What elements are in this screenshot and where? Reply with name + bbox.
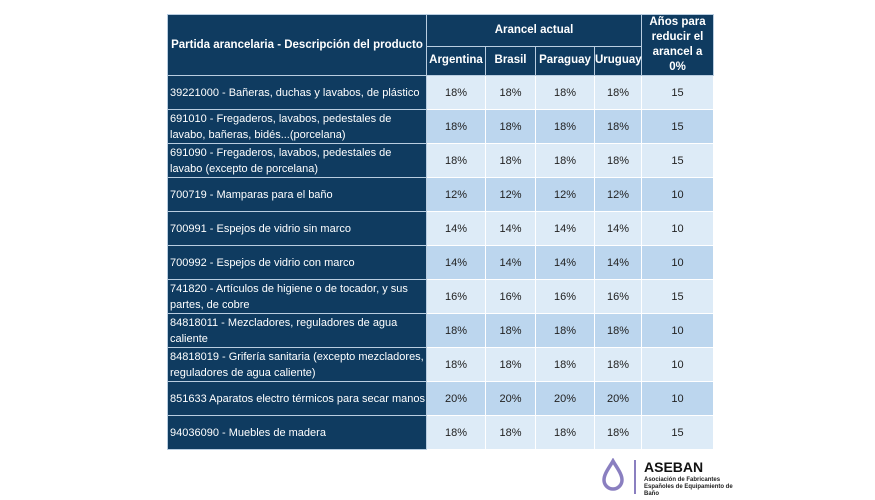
years-to-zero: 15 xyxy=(641,279,714,314)
years-to-zero: 10 xyxy=(641,381,714,416)
years-to-zero: 10 xyxy=(641,313,714,348)
tariff-brasil: 16% xyxy=(485,279,536,314)
tariff-uruguay: 18% xyxy=(594,313,642,348)
tariff-uruguay: 18% xyxy=(594,109,642,144)
tariff-uruguay: 18% xyxy=(594,143,642,178)
years-to-zero: 15 xyxy=(641,109,714,144)
row-description: 94036090 - Muebles de madera xyxy=(167,415,427,450)
header-argentina: Argentina xyxy=(426,45,486,77)
header-paraguay: Paraguay xyxy=(535,45,595,77)
years-to-zero: 15 xyxy=(641,75,714,110)
tariff-uruguay: 18% xyxy=(594,75,642,110)
tariff-brasil: 20% xyxy=(485,381,536,416)
tariff-uruguay: 12% xyxy=(594,177,642,212)
table-row: 700992 - Espejos de vidrio con marco 14% 1… xyxy=(167,245,714,280)
tariff-brasil: 18% xyxy=(485,313,536,348)
row-description: 84818011 - Mezcladores, reguladores de a… xyxy=(167,313,427,348)
row-description: 84818019 - Grifería sanitaria (excepto m… xyxy=(167,347,427,382)
tariff-uruguay: 18% xyxy=(594,347,642,382)
tariff-paraguay: 14% xyxy=(535,211,595,246)
aseban-logo: ASEBAN Asociación de Fabricantes Español… xyxy=(600,458,750,497)
tariff-table: Partida arancelaria - Descripción del pr… xyxy=(167,14,714,450)
tariff-brasil: 18% xyxy=(485,347,536,382)
table-row: 700991 - Espejos de vidrio sin marco 14% 1… xyxy=(167,211,714,246)
row-description: 691010 - Fregaderos, lavabos, pedestales… xyxy=(167,109,427,144)
table-row: 39221000 - Bañeras, duchas y lavabos, de… xyxy=(167,75,714,110)
tariff-brasil: 18% xyxy=(485,143,536,178)
years-to-zero: 15 xyxy=(641,415,714,450)
years-to-zero: 15 xyxy=(641,143,714,178)
years-to-zero: 10 xyxy=(641,211,714,246)
row-description: 700991 - Espejos de vidrio sin marco xyxy=(167,211,427,246)
row-description: 700992 - Espejos de vidrio con marco xyxy=(167,245,427,280)
tariff-argentina: 20% xyxy=(426,381,486,416)
tariff-paraguay: 18% xyxy=(535,415,595,450)
tariff-uruguay: 20% xyxy=(594,381,642,416)
logo-subtitle: Asociación de Fabricantes Españoles de E… xyxy=(644,477,733,497)
table-row: 700719 - Mamparas para el baño 12% 12% 12% 1… xyxy=(167,177,714,212)
tariff-paraguay: 14% xyxy=(535,245,595,280)
tariff-argentina: 18% xyxy=(426,347,486,382)
tariff-paraguay: 12% xyxy=(535,177,595,212)
table-row: 94036090 - Muebles de madera 18% 18% 18% 18%… xyxy=(167,415,714,450)
years-to-zero: 10 xyxy=(641,347,714,382)
tariff-paraguay: 18% xyxy=(535,347,595,382)
header-current-tariff: Arancel actual xyxy=(426,14,642,47)
tariff-argentina: 14% xyxy=(426,211,486,246)
tariff-argentina: 18% xyxy=(426,313,486,348)
row-description: 691090 - Fregaderos, lavabos, pedestales… xyxy=(167,143,427,178)
header-uruguay: Uruguay xyxy=(594,45,642,77)
row-description: 851633 Aparatos electro térmicos para se… xyxy=(167,381,427,416)
table-row: 851633 Aparatos electro térmicos para se… xyxy=(167,381,714,416)
years-to-zero: 10 xyxy=(641,177,714,212)
tariff-uruguay: 14% xyxy=(594,211,642,246)
tariff-argentina: 12% xyxy=(426,177,486,212)
tariff-argentina: 14% xyxy=(426,245,486,280)
table-row: 741820 - Artículos de higiene o de tocad… xyxy=(167,279,714,314)
table-row: 84818019 - Grifería sanitaria (excepto m… xyxy=(167,347,714,382)
table-row: 691010 - Fregaderos, lavabos, pedestales… xyxy=(167,109,714,144)
tariff-brasil: 18% xyxy=(485,415,536,450)
row-description: 700719 - Mamparas para el baño xyxy=(167,177,427,212)
row-description: 741820 - Artículos de higiene o de tocad… xyxy=(167,279,427,314)
tariff-uruguay: 14% xyxy=(594,245,642,280)
tariff-uruguay: 16% xyxy=(594,279,642,314)
tariff-paraguay: 18% xyxy=(535,313,595,348)
row-description: 39221000 - Bañeras, duchas y lavabos, de… xyxy=(167,75,427,110)
tariff-brasil: 18% xyxy=(485,75,536,110)
tariff-paraguay: 16% xyxy=(535,279,595,314)
tariff-argentina: 16% xyxy=(426,279,486,314)
years-to-zero: 10 xyxy=(641,245,714,280)
header-brasil: Brasil xyxy=(485,45,536,77)
logo-name: ASEBAN xyxy=(644,459,704,475)
tariff-paraguay: 18% xyxy=(535,143,595,178)
logo-divider xyxy=(634,460,636,494)
water-drop-icon xyxy=(602,458,624,491)
tariff-paraguay: 18% xyxy=(535,75,595,110)
tariff-brasil: 14% xyxy=(485,211,536,246)
tariff-brasil: 14% xyxy=(485,245,536,280)
tariff-argentina: 18% xyxy=(426,109,486,144)
tariff-brasil: 12% xyxy=(485,177,536,212)
header-description: Partida arancelaria - Descripción del pr… xyxy=(167,14,427,76)
table-row: 84818011 - Mezcladores, reguladores de a… xyxy=(167,313,714,348)
table-row: 691090 - Fregaderos, lavabos, pedestales… xyxy=(167,143,714,178)
tariff-uruguay: 18% xyxy=(594,415,642,450)
tariff-paraguay: 18% xyxy=(535,109,595,144)
tariff-argentina: 18% xyxy=(426,143,486,178)
tariff-argentina: 18% xyxy=(426,75,486,110)
tariff-paraguay: 20% xyxy=(535,381,595,416)
tariff-argentina: 18% xyxy=(426,415,486,450)
header-years: Años para reducir el arancel a 0% xyxy=(641,14,714,76)
tariff-brasil: 18% xyxy=(485,109,536,144)
